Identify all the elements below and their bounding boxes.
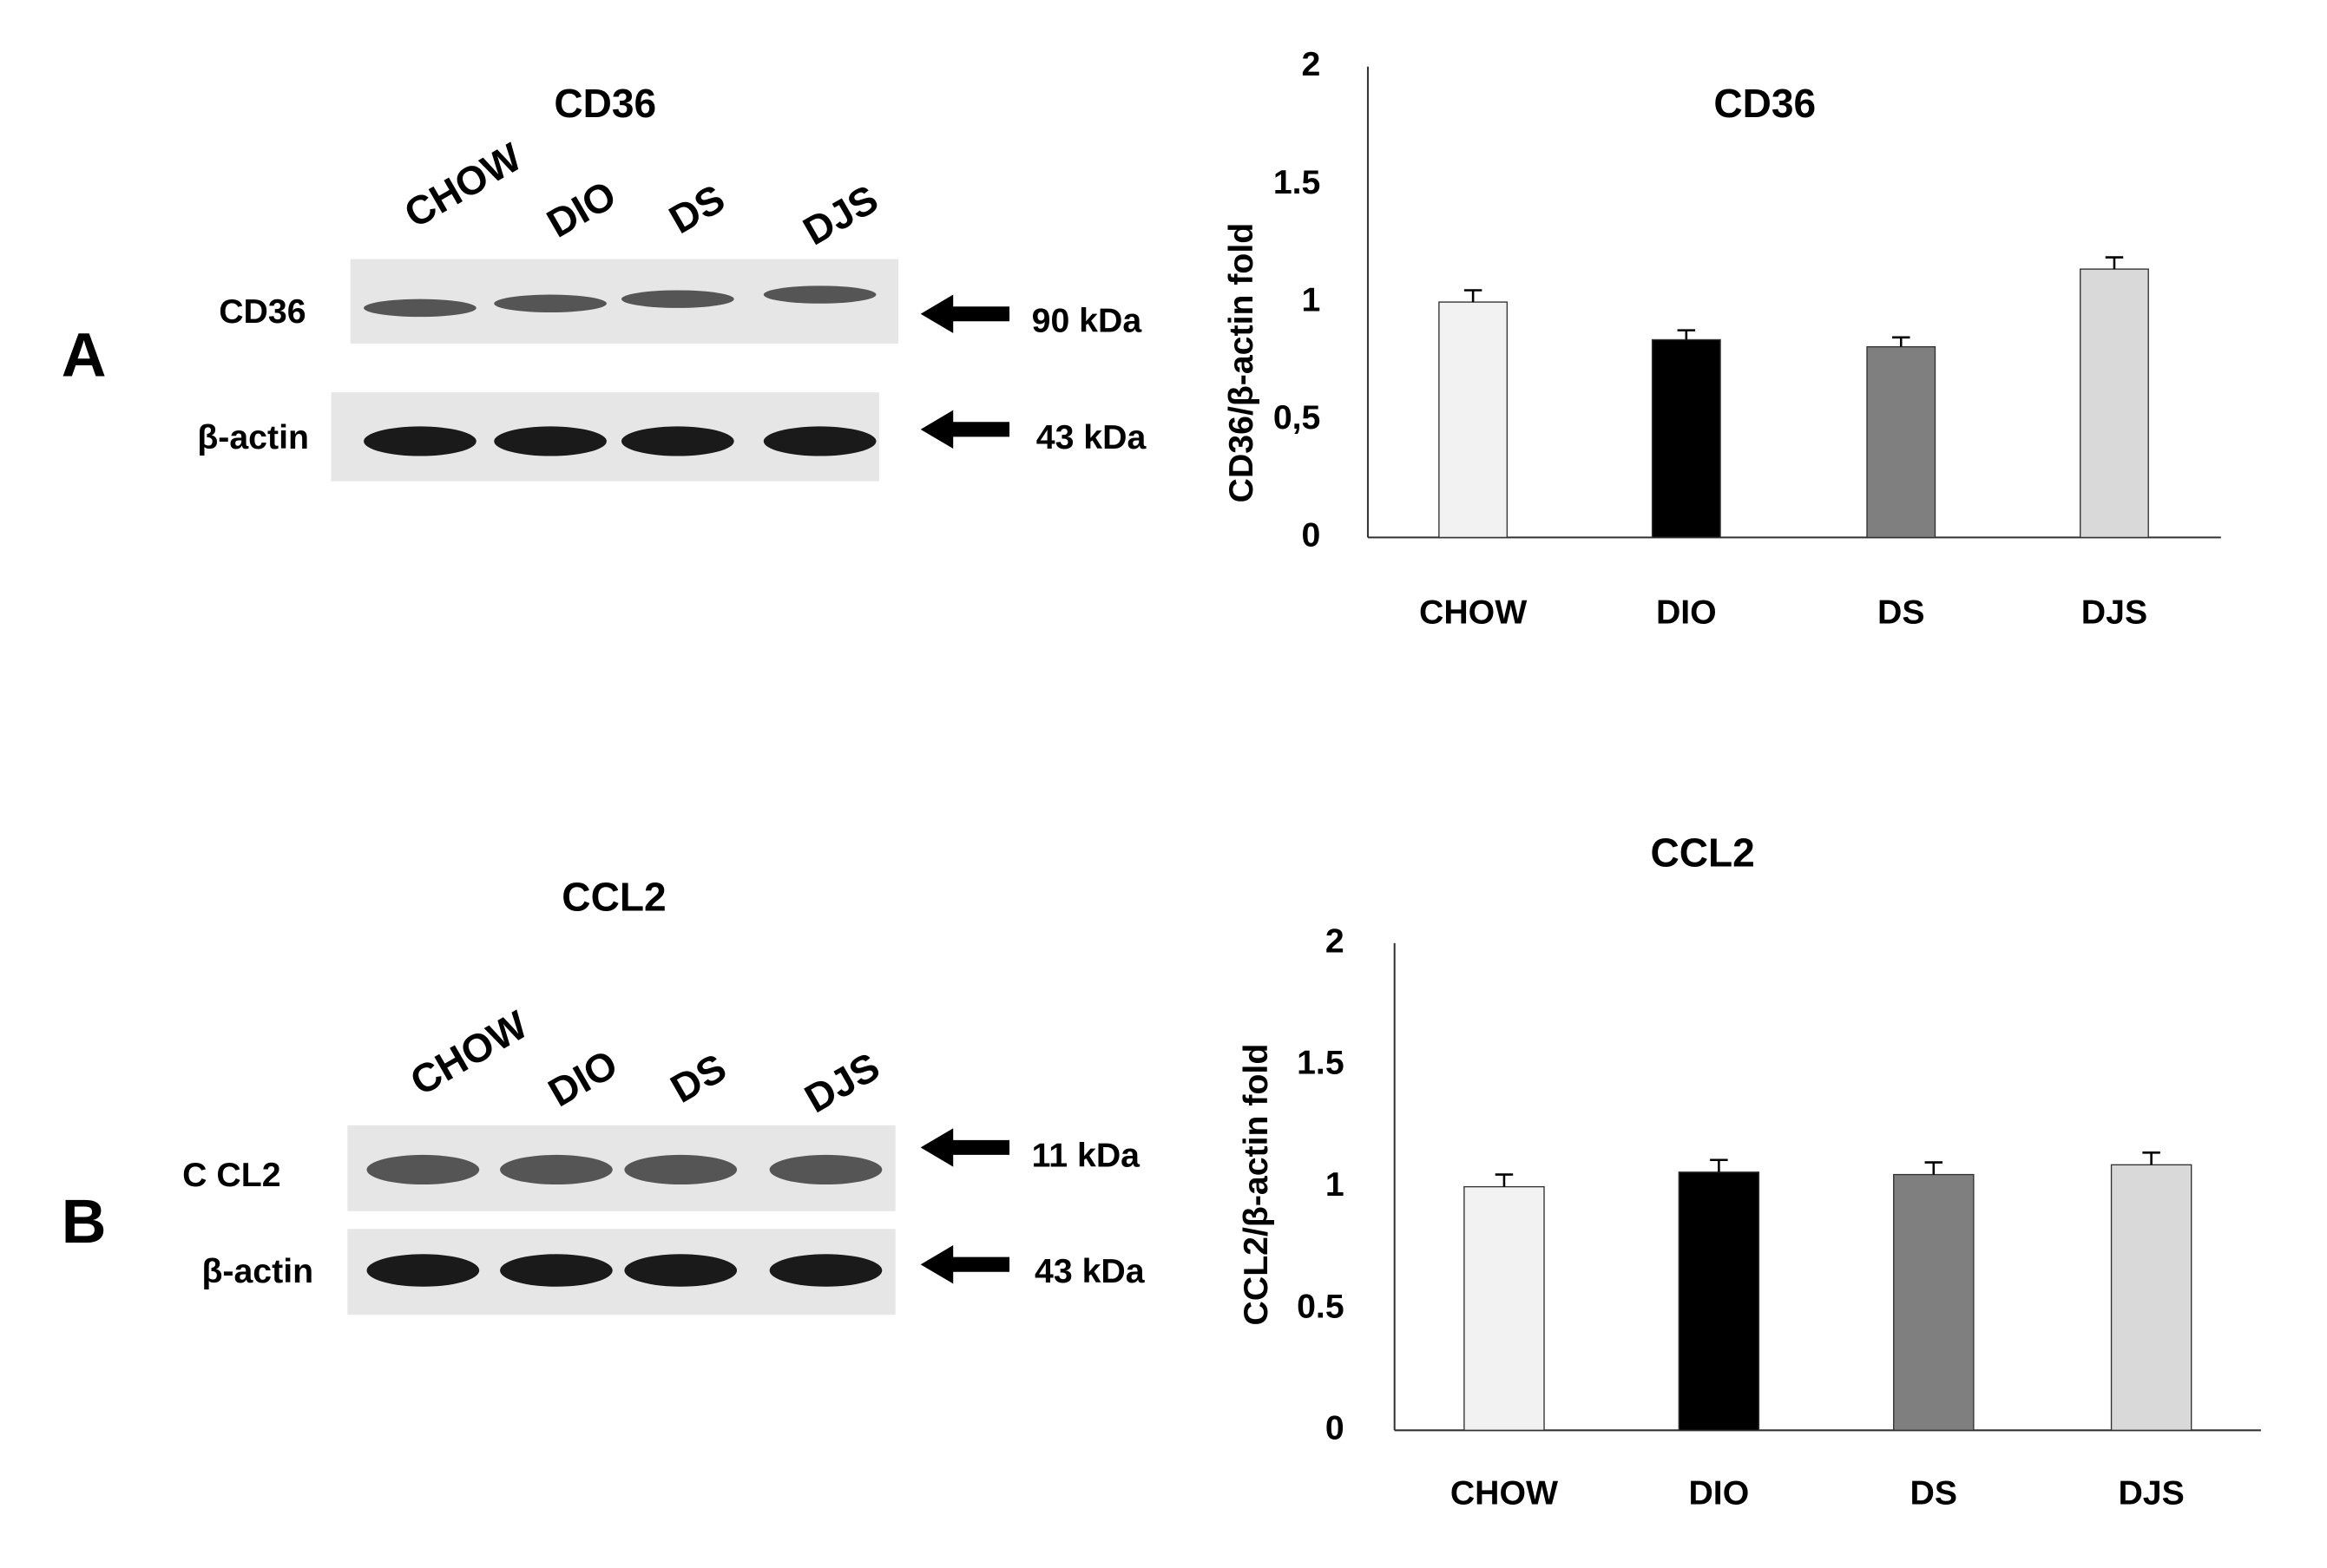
blot-band (366, 1254, 480, 1287)
x-tick-label: CHOW (1450, 1474, 1558, 1512)
arrow (920, 1245, 1010, 1284)
x-tick-label: DJS (2118, 1474, 2184, 1512)
blot-band (366, 1154, 480, 1185)
lane-label: CHOW (397, 134, 529, 236)
error-bar (1924, 1161, 1943, 1175)
error-bar (1892, 336, 1910, 347)
arrow (920, 410, 1010, 449)
y-tick-label: 0 (1325, 1409, 1344, 1447)
blot-band (494, 426, 607, 456)
bar (1438, 301, 1509, 539)
bar (1866, 345, 1936, 539)
blot-band (624, 1254, 738, 1287)
x-tick-label: DIO (1656, 593, 1717, 631)
y-tick-label: 0,5 (1273, 398, 1321, 436)
bar (1893, 1173, 1975, 1431)
y-tick-label: 2 (1302, 45, 1321, 83)
row-label: C CL2 (182, 1156, 280, 1194)
y-tick-label: 0.5 (1297, 1287, 1344, 1325)
y-tick-label: 1 (1302, 280, 1321, 318)
row-label: CD36 (219, 292, 306, 331)
y-tick-label: 1.5 (1273, 163, 1321, 201)
error-bar (2105, 256, 2124, 270)
blot-band (621, 426, 734, 456)
bar (1463, 1185, 1545, 1431)
blot-band (769, 1254, 883, 1287)
x-tick-label: CHOW (1419, 593, 1527, 631)
lane-label: DIO (541, 1040, 625, 1115)
error-bar (2142, 1151, 2160, 1165)
x-tick-label: DJS (2081, 593, 2147, 631)
x-tick-label: DS (1877, 593, 1925, 631)
blot-band (621, 290, 734, 308)
y-tick-label: 0 (1302, 516, 1321, 554)
y-tick-label: 2 (1325, 922, 1344, 960)
blot-band (624, 1154, 738, 1185)
size-label: 43 kDa (1036, 418, 1147, 456)
blot-band (500, 1254, 613, 1287)
blot-band (364, 299, 477, 318)
blot-title: CCL2 (562, 875, 666, 920)
arrow (920, 294, 1010, 333)
error-bar (1463, 289, 1482, 303)
panel-label: A (62, 321, 107, 390)
panel-label: B (62, 1187, 107, 1256)
blot-band (494, 294, 607, 313)
x-tick-label: DIO (1688, 1474, 1749, 1512)
bar (1651, 338, 1721, 539)
lane-label: DS (661, 175, 732, 242)
x-tick-label: DS (1910, 1474, 1958, 1512)
row-label: β-actin (197, 418, 309, 456)
lane-label: DJS (797, 1044, 887, 1122)
blot-band (763, 285, 877, 304)
y-tick-label: 1.5 (1297, 1044, 1344, 1082)
blot-band (364, 426, 477, 456)
blot-band (769, 1154, 883, 1185)
lane-label: DIO (539, 172, 623, 246)
size-label: 11 kDa (1032, 1137, 1141, 1175)
blot-band (500, 1154, 613, 1185)
blot-title: CD36 (554, 81, 656, 126)
y-axis-label: CD36/β-actin fold (1222, 223, 1260, 503)
chart-title: CCL2 (1650, 830, 1754, 875)
y-axis-label: CCL2/β-actin fold (1237, 1044, 1275, 1326)
blot-band (763, 426, 877, 456)
y-tick-label: 1 (1325, 1165, 1344, 1204)
lane-label: CHOW (403, 1001, 536, 1104)
error-bar (1710, 1158, 1728, 1172)
chart-title: CD36 (1713, 81, 1816, 126)
error-bar (1495, 1173, 1514, 1187)
arrow (920, 1128, 1010, 1167)
bar (2110, 1164, 2192, 1431)
lane-label: DS (663, 1045, 733, 1112)
error-bar (1677, 329, 1696, 340)
lane-label: DJS (796, 176, 886, 254)
row-label: β-actin (201, 1252, 313, 1290)
size-label: 43 kDa (1035, 1252, 1146, 1290)
bar (2080, 268, 2149, 539)
bar (1678, 1171, 1760, 1431)
size-label: 90 kDa (1032, 301, 1143, 339)
